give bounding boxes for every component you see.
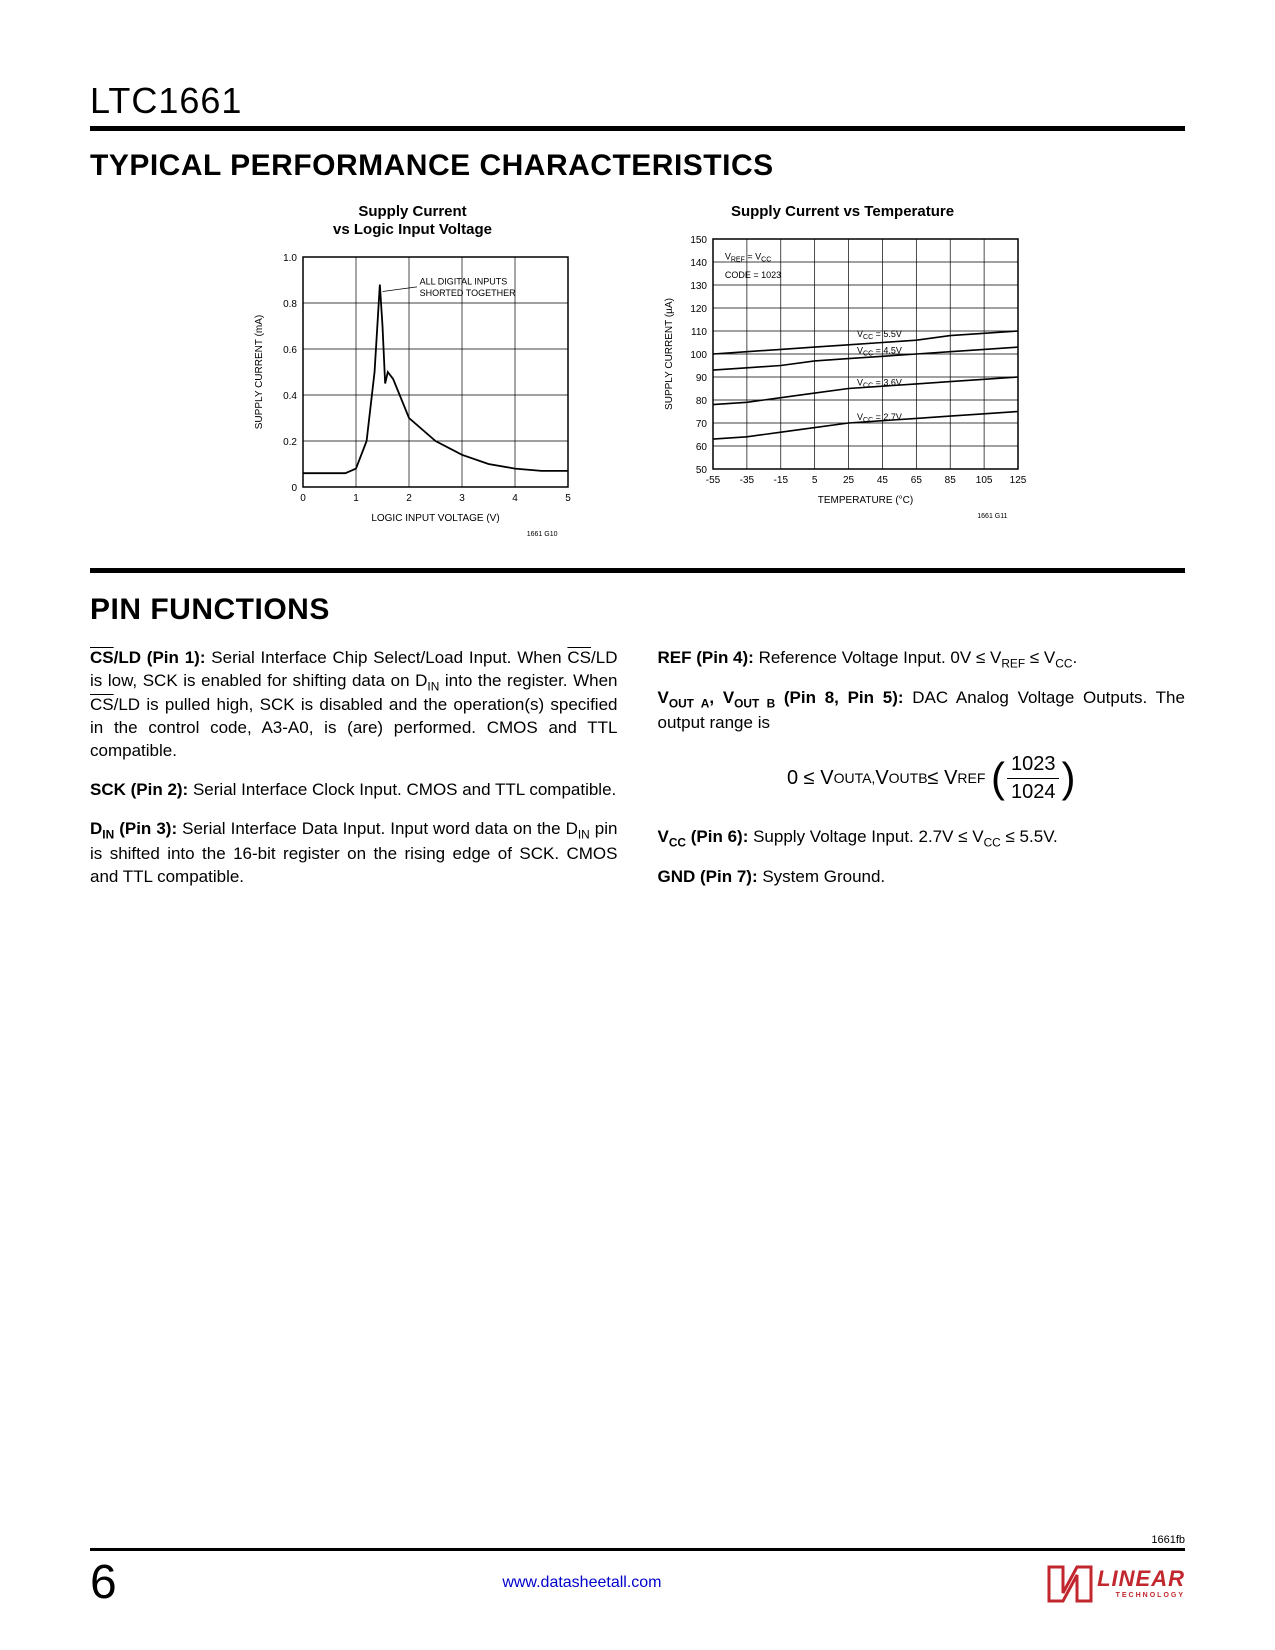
chart-supply-vs-logic: Supply Currentvs Logic Input Voltage 0 1 2…: [248, 203, 578, 538]
pin-column-left: CS/LD (Pin 1): Serial Interface Chip Sel…: [90, 647, 618, 905]
footer-url[interactable]: www.datasheetall.com: [502, 1574, 661, 1592]
svg-text:ALL DIGITAL INPUTS: ALL DIGITAL INPUTS: [419, 277, 507, 287]
pin4: REF (Pin 4): Reference Voltage Input. 0V…: [658, 647, 1186, 671]
svg-text:-15: -15: [773, 475, 788, 486]
svg-text:0.4: 0.4: [283, 391, 297, 402]
pin1: CS/LD (Pin 1): Serial Interface Chip Sel…: [90, 647, 618, 763]
svg-text:0: 0: [300, 493, 306, 504]
svg-text:60: 60: [695, 442, 707, 453]
divider: [90, 568, 1185, 573]
doc-revision: 1661fb: [90, 1534, 1185, 1546]
linear-logo: LINEAR TECHNOLOGY: [1047, 1563, 1185, 1603]
svg-text:4: 4: [512, 493, 518, 504]
svg-text:SHORTED TOGETHER: SHORTED TOGETHER: [419, 288, 516, 298]
section-heading: TYPICAL PERFORMANCE CHARACTERISTICS: [90, 149, 1185, 183]
svg-text:150: 150: [690, 235, 707, 246]
chart-fig-id: 1661 G10: [248, 531, 578, 538]
svg-text:80: 80: [695, 396, 707, 407]
svg-text:0.8: 0.8: [283, 299, 297, 310]
svg-text:25: 25: [842, 475, 854, 486]
svg-text:TEMPERATURE (°C): TEMPERATURE (°C): [817, 495, 912, 506]
svg-text:SUPPLY CURRENT (mA): SUPPLY CURRENT (mA): [254, 315, 265, 429]
chart-title: Supply Current vs Temperature: [731, 203, 954, 221]
svg-text:5: 5: [565, 493, 571, 504]
svg-text:0: 0: [291, 483, 297, 494]
svg-text:0.2: 0.2: [283, 437, 297, 448]
svg-text:LOGIC INPUT VOLTAGE (V): LOGIC INPUT VOLTAGE (V): [371, 513, 499, 524]
svg-text:140: 140: [690, 258, 707, 269]
svg-text:45: 45: [876, 475, 888, 486]
svg-text:65: 65: [910, 475, 922, 486]
pin2: SCK (Pin 2): Serial Interface Clock Inpu…: [90, 779, 618, 802]
section-heading: PIN FUNCTIONS: [90, 593, 1185, 627]
pin6: VCC (Pin 6): Supply Voltage Input. 2.7V …: [658, 826, 1186, 850]
svg-text:90: 90: [695, 373, 707, 384]
svg-text:120: 120: [690, 304, 707, 315]
part-number: LTC1661: [90, 80, 1185, 122]
svg-text:70: 70: [695, 419, 707, 430]
svg-text:2: 2: [406, 493, 412, 504]
svg-text:-55: -55: [705, 475, 720, 486]
svg-text:1.0: 1.0: [283, 253, 297, 264]
svg-text:-35: -35: [739, 475, 754, 486]
chart-svg: -55 -35 -15 5 25 45 65 85 105 125 50 60 70 80 90 100 110…: [658, 229, 1028, 509]
pin-column-right: REF (Pin 4): Reference Voltage Input. 0V…: [658, 647, 1186, 905]
svg-text:5: 5: [811, 475, 817, 486]
pin7: GND (Pin 7): System Ground.: [658, 866, 1186, 889]
svg-text:100: 100: [690, 350, 707, 361]
svg-text:SUPPLY CURRENT (µA): SUPPLY CURRENT (µA): [664, 298, 675, 410]
svg-text:3: 3: [459, 493, 465, 504]
chart-supply-vs-temp: Supply Current vs Temperature -55 -35 -15 5…: [658, 203, 1028, 538]
svg-text:125: 125: [1009, 475, 1026, 486]
svg-text:85: 85: [944, 475, 956, 486]
svg-text:1: 1: [353, 493, 359, 504]
pin3: DIN (Pin 3): Serial Interface Data Input…: [90, 818, 618, 888]
svg-text:50: 50: [695, 465, 707, 476]
svg-text:CODE = 1023: CODE = 1023: [724, 270, 780, 280]
page-footer: 1661fb 6 www.datasheetall.com LINEAR TEC…: [90, 1534, 1185, 1610]
pin58: VOUT A, VOUT B (Pin 8, Pin 5): DAC Analo…: [658, 687, 1186, 734]
page-number: 6: [90, 1555, 117, 1610]
chart-fig-id: 1661 G11: [658, 513, 1028, 520]
svg-text:130: 130: [690, 281, 707, 292]
svg-text:0.6: 0.6: [283, 345, 297, 356]
output-range-equation: 0 ≤ VOUTA, VOUTB ≤ VREF ( 10231024 ): [678, 751, 1186, 806]
chart-svg: 0 1 2 3 4 5 0 0.2 0.4 0.6 0.8 1.0 ALL DIGITAL INPUTS…: [248, 247, 578, 527]
divider: [90, 126, 1185, 131]
svg-text:105: 105: [975, 475, 992, 486]
svg-text:110: 110: [691, 327, 707, 338]
chart-title: Supply Currentvs Logic Input Voltage: [333, 203, 492, 239]
